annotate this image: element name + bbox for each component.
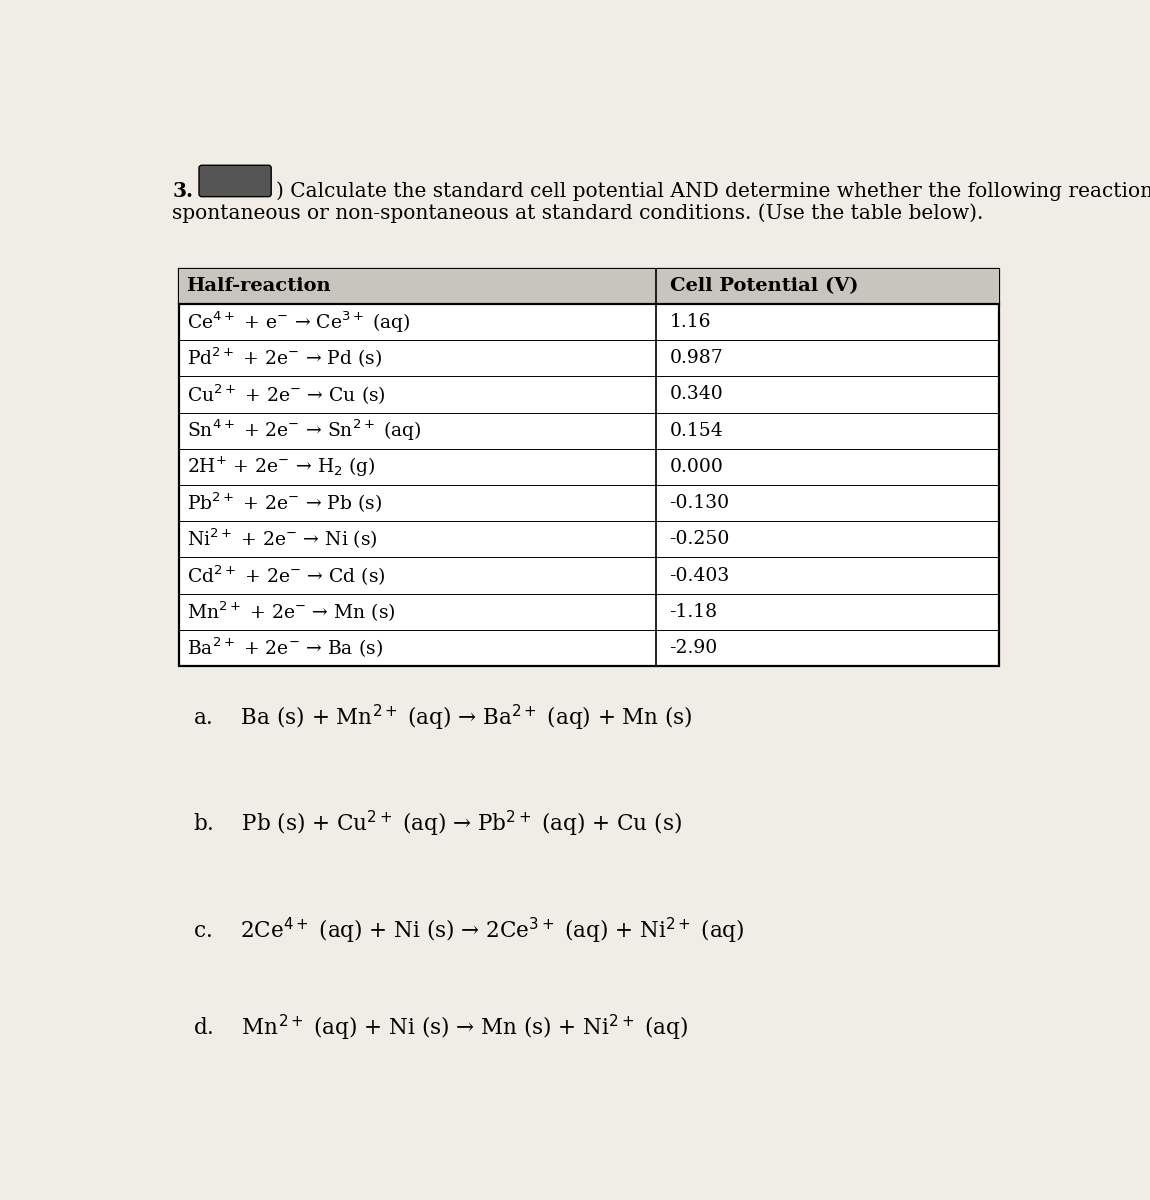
Text: Cu$^{2+}$ + 2e$^{-}$ → Cu (s): Cu$^{2+}$ + 2e$^{-}$ → Cu (s) [186,383,385,407]
Text: Half-reaction: Half-reaction [186,277,331,295]
Text: 0.000: 0.000 [669,458,723,476]
Text: a.  Ba (s) + Mn$^{2+}$ (aq) → Ba$^{2+}$ (aq) + Mn (s): a. Ba (s) + Mn$^{2+}$ (aq) → Ba$^{2+}$ (… [193,703,692,733]
Text: Mn$^{2+}$ + 2e$^{-}$ → Mn (s): Mn$^{2+}$ + 2e$^{-}$ → Mn (s) [186,600,396,624]
Text: 0.154: 0.154 [669,421,723,439]
Text: Cd$^{2+}$ + 2e$^{-}$ → Cd (s): Cd$^{2+}$ + 2e$^{-}$ → Cd (s) [186,563,385,588]
Text: spontaneous or non-spontaneous at standard conditions. (Use the table below).: spontaneous or non-spontaneous at standa… [172,203,983,223]
FancyBboxPatch shape [199,166,271,197]
Text: -2.90: -2.90 [669,638,718,656]
Text: Pb$^{2+}$ + 2e$^{-}$ → Pb (s): Pb$^{2+}$ + 2e$^{-}$ → Pb (s) [186,491,382,515]
Text: Ba$^{2+}$ + 2e$^{-}$ → Ba (s): Ba$^{2+}$ + 2e$^{-}$ → Ba (s) [186,636,383,660]
Text: c.  2Ce$^{4+}$ (aq) + Ni (s) → 2Ce$^{3+}$ (aq) + Ni$^{2+}$ (aq): c. 2Ce$^{4+}$ (aq) + Ni (s) → 2Ce$^{3+}$… [193,916,744,946]
Text: -0.250: -0.250 [669,530,730,548]
Text: ) Calculate the standard cell potential AND determine whether the following reac: ) Calculate the standard cell potential … [276,181,1150,200]
Text: 1.16: 1.16 [669,313,711,331]
Text: -0.403: -0.403 [669,566,730,584]
Text: 3.: 3. [172,181,193,200]
Text: Cell Potential (V): Cell Potential (V) [669,277,858,295]
Text: 2H$^{+}$ + 2e$^{-}$ → H$_2$ (g): 2H$^{+}$ + 2e$^{-}$ → H$_2$ (g) [186,455,375,479]
Text: d.  Mn$^{2+}$ (aq) + Ni (s) → Mn (s) + Ni$^{2+}$ (aq): d. Mn$^{2+}$ (aq) + Ni (s) → Mn (s) + Ni… [193,1013,688,1043]
Text: -0.130: -0.130 [669,494,730,512]
Bar [179,269,999,304]
Text: b.  Pb (s) + Cu$^{2+}$ (aq) → Pb$^{2+}$ (aq) + Cu (s): b. Pb (s) + Cu$^{2+}$ (aq) → Pb$^{2+}$ (… [193,809,682,840]
Text: -1.18: -1.18 [669,602,718,620]
Text: Ce$^{4+}$ + e$^{-}$ → Ce$^{3+}$ (aq): Ce$^{4+}$ + e$^{-}$ → Ce$^{3+}$ (aq) [186,310,411,335]
Text: 0.987: 0.987 [669,349,723,367]
Text: Sn$^{4+}$ + 2e$^{-}$ → Sn$^{2+}$ (aq): Sn$^{4+}$ + 2e$^{-}$ → Sn$^{2+}$ (aq) [186,418,421,443]
Bar [179,269,999,666]
Text: 0.340: 0.340 [669,385,723,403]
Text: Pd$^{2+}$ + 2e$^{-}$ → Pd (s): Pd$^{2+}$ + 2e$^{-}$ → Pd (s) [186,346,382,371]
Text: Ni$^{2+}$ + 2e$^{-}$ → Ni (s): Ni$^{2+}$ + 2e$^{-}$ → Ni (s) [186,527,377,552]
